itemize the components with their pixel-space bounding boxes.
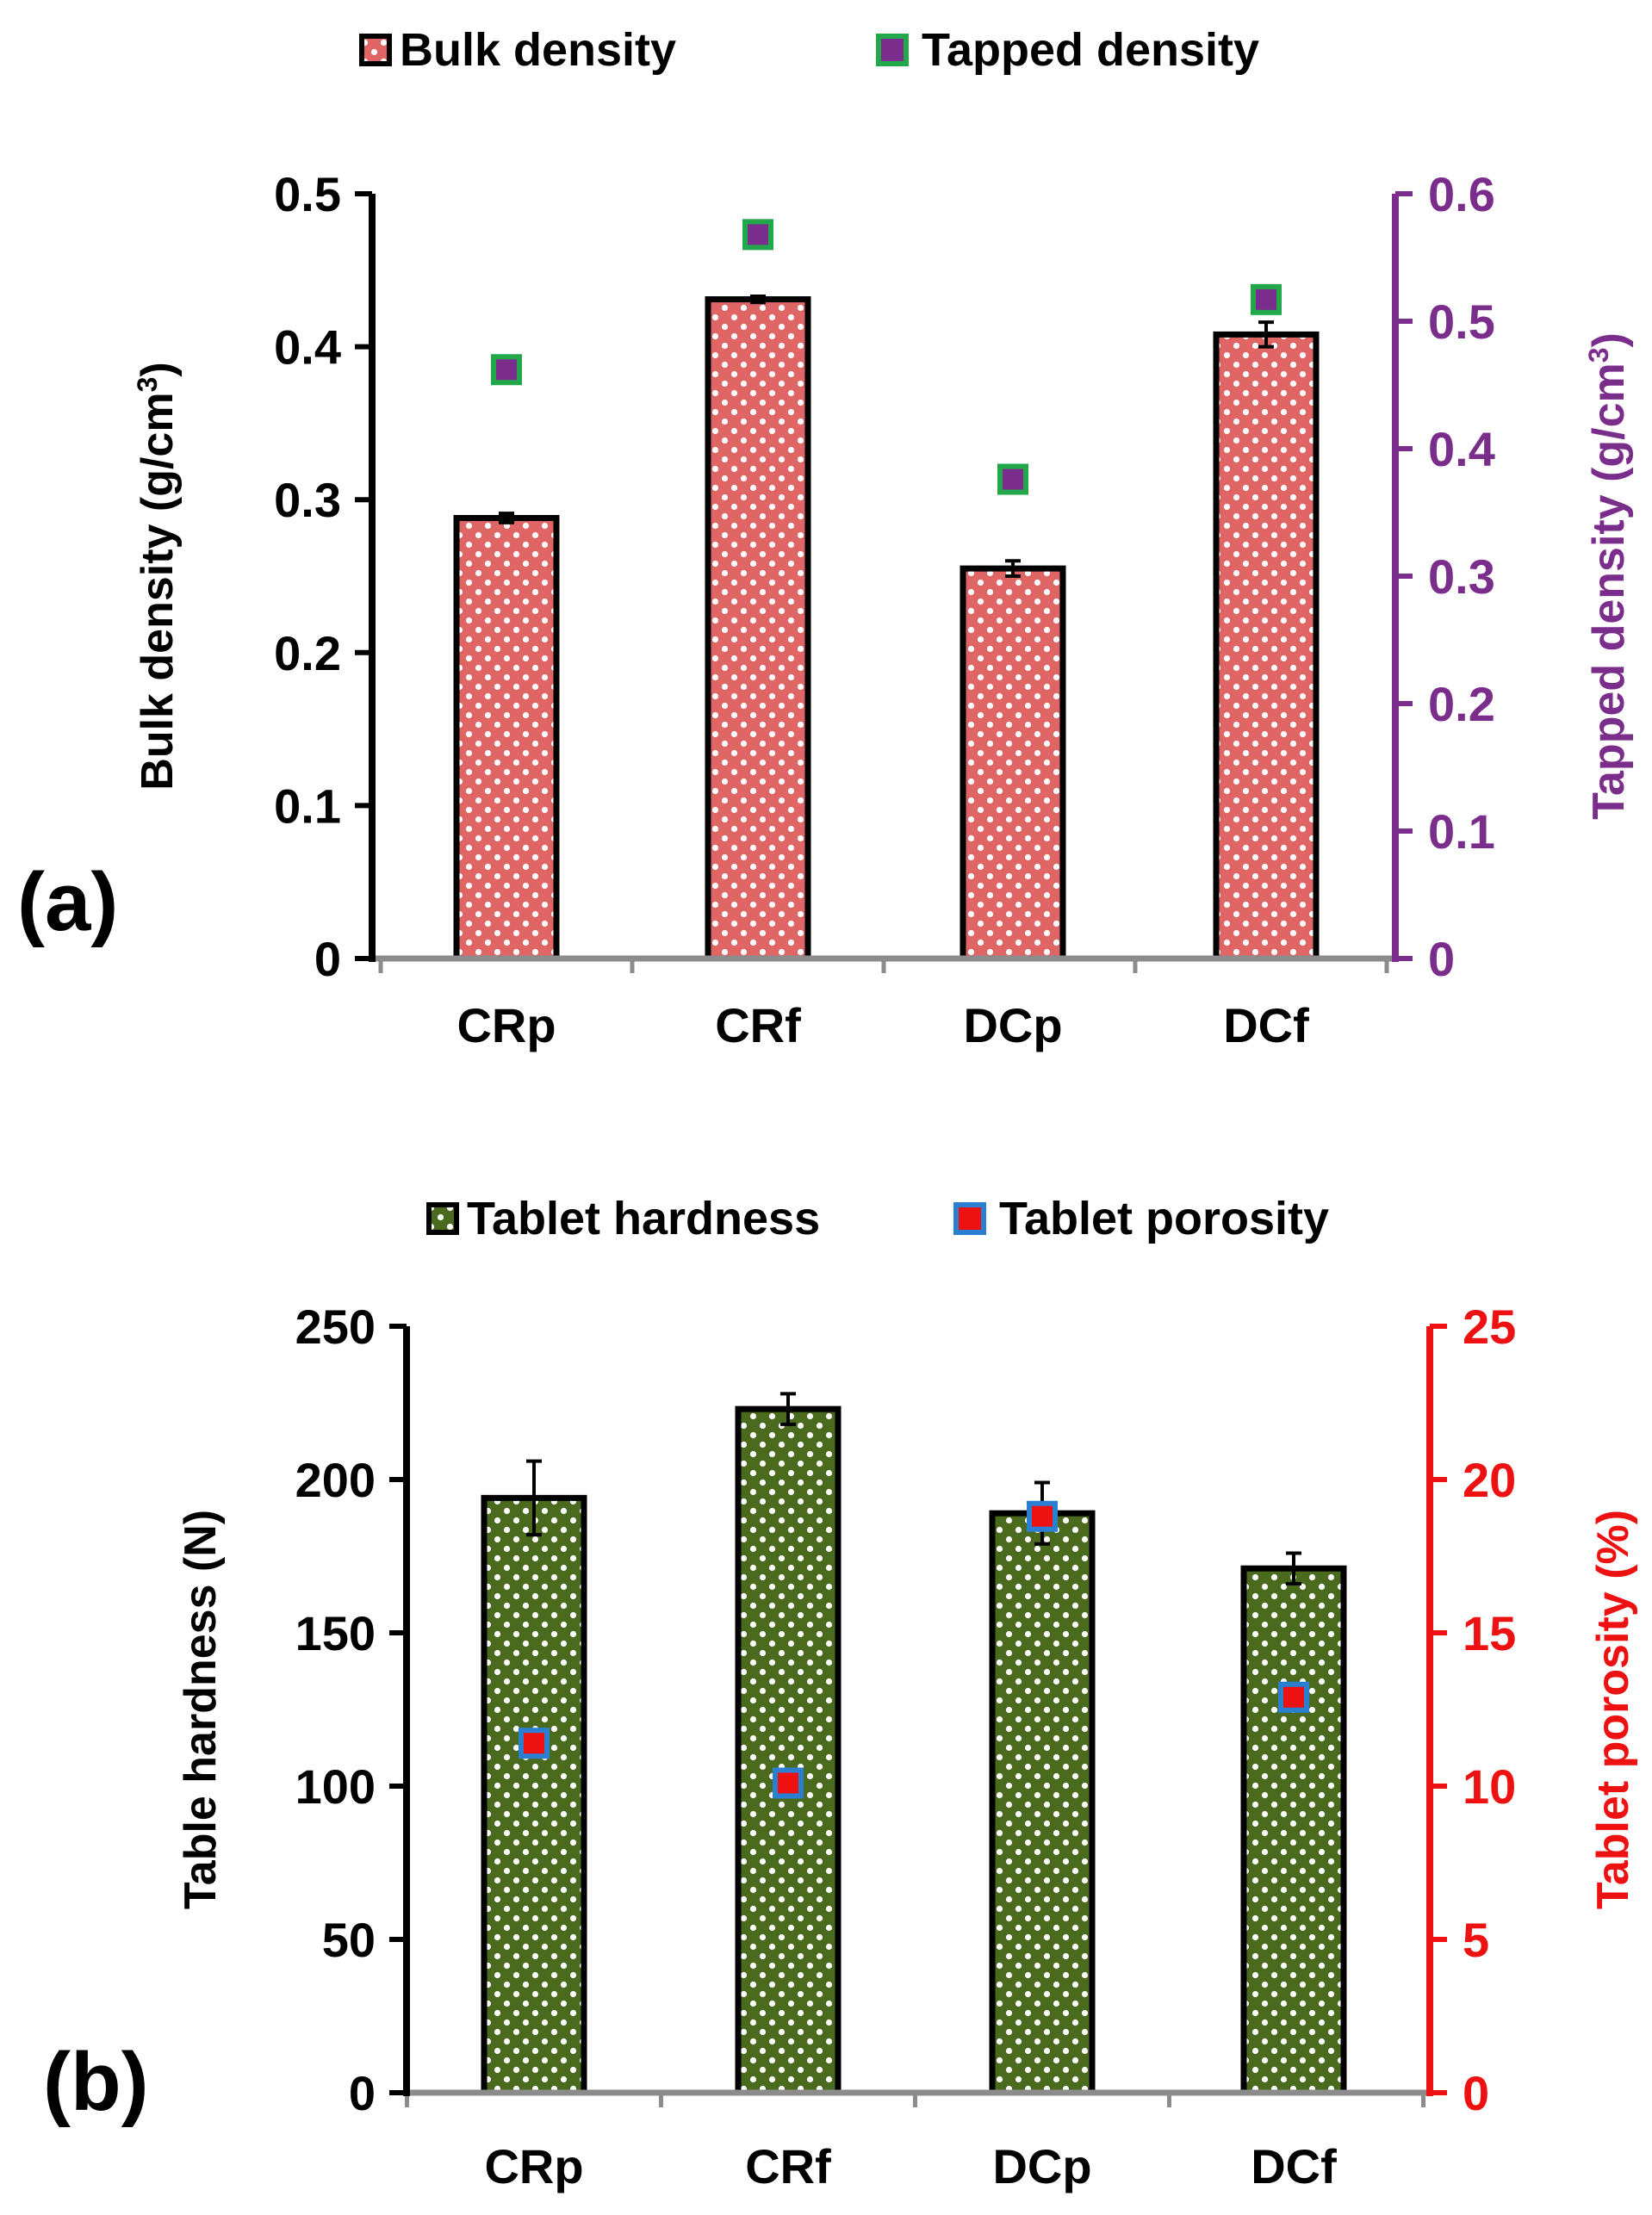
left-axis-title-sup: 3 xyxy=(132,377,163,393)
marker-CRf xyxy=(773,1767,804,1799)
legend-marker-swatch xyxy=(876,34,909,66)
right-tick-label: 0.5 xyxy=(1428,295,1495,349)
right-axis-title-text: Tapped density (g/cm xyxy=(1584,363,1634,820)
left-axis-title-text: Bulk density (g/cm xyxy=(133,392,183,790)
panel-label: (a) xyxy=(17,856,118,948)
left-tick-label: 200 xyxy=(295,1453,376,1507)
legend-bar-label: Tablet hardness xyxy=(467,1193,820,1244)
bar-DCf xyxy=(1240,1565,1347,2096)
x-tick-label-DCp: DCp xyxy=(992,2139,1091,2193)
legend-marker-swatch xyxy=(953,1202,986,1235)
left-tick-label: 50 xyxy=(322,1913,376,1967)
left-axis-title: Table hardness (N) xyxy=(176,1510,226,1909)
left-tick-label: 0.3 xyxy=(274,473,341,527)
x-tick-label-DCf: DCf xyxy=(1223,998,1309,1052)
bar-DCf xyxy=(1213,331,1320,962)
legend: Bulk density Tapped density xyxy=(359,24,1259,76)
bar-series xyxy=(481,1392,1347,2096)
right-tick-label: 0.1 xyxy=(1428,804,1495,859)
left-tick-label: 0.4 xyxy=(274,320,341,375)
marker-series xyxy=(519,1500,1309,1799)
right-tick-label: 20 xyxy=(1463,1453,1516,1507)
right-axis-title: Tablet porosity (%) xyxy=(1588,1510,1638,1909)
marker-DCf xyxy=(1278,1681,1309,1713)
marker-DCp xyxy=(997,463,1028,495)
marker-series xyxy=(491,219,1282,495)
panel-a-chart: Bulk density Tapped density CRp CRf DCp DCf 0 0… xyxy=(17,24,1634,1052)
marker-CRf xyxy=(742,219,773,251)
legend-marker-label: Tapped density xyxy=(922,24,1259,76)
bar-series xyxy=(453,294,1320,962)
x-tick-label-CRf: CRf xyxy=(745,2139,831,2193)
bar-CRp xyxy=(453,515,560,962)
left-tick-label: 0.1 xyxy=(274,779,341,833)
marker-DCp xyxy=(1027,1500,1058,1532)
legend-bar-swatch xyxy=(359,34,392,66)
panel-b-chart: Tablet hardness Tablet porosity CRp CRf DCp D… xyxy=(43,1193,1638,2193)
right-tick-label: 10 xyxy=(1463,1759,1516,1814)
left-tick-label: 0 xyxy=(349,2066,376,2120)
legend-bar-swatch xyxy=(426,1202,459,1235)
right-tick-label: 0.3 xyxy=(1428,549,1495,604)
left-tick-label: 0.5 xyxy=(274,167,341,221)
left-axis-title-end: ) xyxy=(133,362,183,376)
left-tick-label: 0 xyxy=(314,932,341,986)
marker-DCf xyxy=(1251,283,1282,315)
left-axis-title: Bulk density (g/cm3) xyxy=(132,362,183,790)
bar-DCp xyxy=(960,565,1066,962)
bar-DCp xyxy=(989,1510,1096,2096)
right-tick-label: 0.4 xyxy=(1428,422,1495,476)
left-tick-label: 150 xyxy=(295,1606,376,1660)
left-axis-title-text: Table hardness (N) xyxy=(176,1510,226,1909)
right-tick-label: 25 xyxy=(1463,1300,1516,1354)
panel-label: (b) xyxy=(43,2036,149,2128)
bar-CRp xyxy=(481,1494,587,2096)
x-tick-label-DCf: DCf xyxy=(1251,2139,1337,2193)
right-tick-label: 0.6 xyxy=(1428,167,1495,221)
x-tick-label-CRf: CRf xyxy=(715,998,801,1052)
right-axis-title-end: ) xyxy=(1584,332,1634,347)
left-tick-label: 0.2 xyxy=(274,626,341,680)
right-axis-title-text: Tablet porosity (%) xyxy=(1588,1510,1638,1909)
legend-bar-label: Bulk density xyxy=(400,24,676,76)
bar-CRf xyxy=(705,296,811,962)
right-tick-label: 5 xyxy=(1463,1913,1489,1967)
right-tick-label: 15 xyxy=(1463,1606,1516,1660)
right-tick-label: 0.2 xyxy=(1428,677,1495,731)
right-axis-title: Tapped density (g/cm3) xyxy=(1583,332,1634,820)
x-tick-label-CRp: CRp xyxy=(456,998,556,1052)
x-tick-label-DCp: DCp xyxy=(963,998,1062,1052)
right-tick-label: 0 xyxy=(1463,2066,1489,2120)
marker-CRp xyxy=(491,354,522,386)
legend-marker-label: Tablet porosity xyxy=(999,1193,1329,1244)
left-tick-label: 250 xyxy=(295,1300,376,1354)
right-axis-title-sup: 3 xyxy=(1583,347,1614,363)
marker-CRp xyxy=(519,1728,550,1759)
bar-CRf xyxy=(735,1405,842,2096)
left-tick-label: 100 xyxy=(295,1759,376,1814)
right-tick-label: 0 xyxy=(1428,932,1455,986)
x-tick-label-CRp: CRp xyxy=(484,2139,583,2193)
legend: Tablet hardness Tablet porosity xyxy=(426,1193,1329,1244)
